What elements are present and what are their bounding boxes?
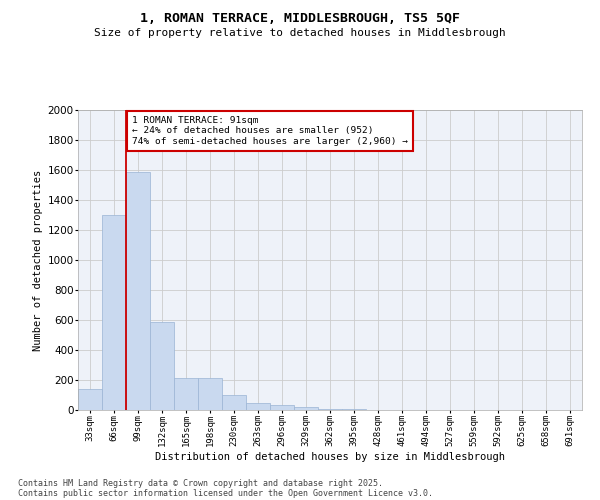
Bar: [342, 409, 366, 410]
Text: Contains public sector information licensed under the Open Government Licence v3: Contains public sector information licen…: [18, 488, 433, 498]
Y-axis label: Number of detached properties: Number of detached properties: [34, 170, 43, 350]
Bar: [78, 389, 102, 410]
Bar: [294, 407, 318, 410]
Bar: [318, 408, 342, 410]
Bar: [222, 395, 246, 410]
Text: Size of property relative to detached houses in Middlesbrough: Size of property relative to detached ho…: [94, 28, 506, 38]
Bar: [150, 322, 174, 410]
X-axis label: Distribution of detached houses by size in Middlesbrough: Distribution of detached houses by size …: [155, 452, 505, 462]
Bar: [126, 172, 150, 410]
Bar: [270, 405, 294, 410]
Bar: [198, 378, 222, 410]
Bar: [246, 402, 270, 410]
Text: Contains HM Land Registry data © Crown copyright and database right 2025.: Contains HM Land Registry data © Crown c…: [18, 478, 383, 488]
Bar: [174, 378, 198, 410]
Text: 1 ROMAN TERRACE: 91sqm
← 24% of detached houses are smaller (952)
74% of semi-de: 1 ROMAN TERRACE: 91sqm ← 24% of detached…: [132, 116, 408, 146]
Text: 1, ROMAN TERRACE, MIDDLESBROUGH, TS5 5QF: 1, ROMAN TERRACE, MIDDLESBROUGH, TS5 5QF: [140, 12, 460, 26]
Bar: [102, 215, 126, 410]
